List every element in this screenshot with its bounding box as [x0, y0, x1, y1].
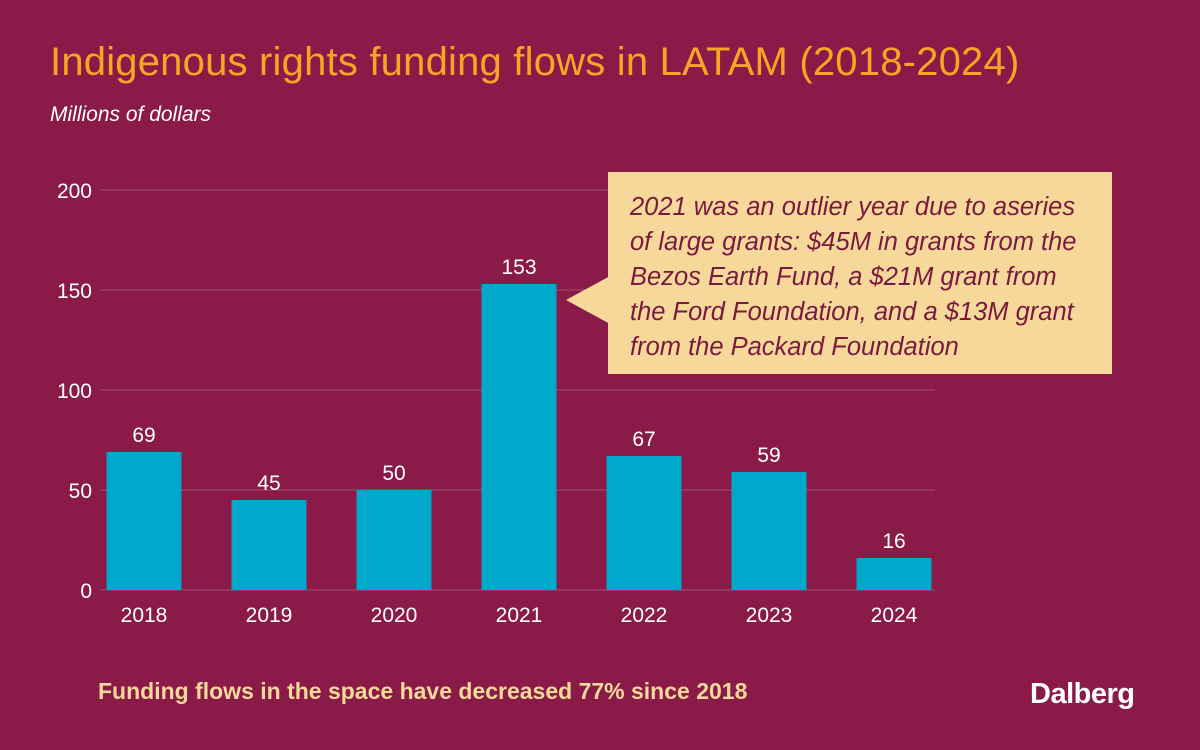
bar-2021	[481, 284, 557, 590]
x-tick-label-2018: 2018	[121, 604, 168, 627]
callout-pointer	[566, 276, 610, 324]
y-tick-label: 50	[69, 480, 92, 503]
data-label-2021: 153	[501, 256, 536, 279]
x-tick-label-2024: 2024	[871, 604, 918, 627]
data-label-2019: 45	[257, 472, 280, 495]
data-label-2018: 69	[132, 424, 155, 447]
bar-2022	[606, 456, 682, 590]
y-tick-label: 0	[80, 580, 92, 603]
data-label-2022: 67	[632, 428, 655, 451]
y-tick-label: 200	[57, 180, 92, 203]
chart-subtitle: Millions of dollars	[50, 103, 212, 126]
x-tick-label-2019: 2019	[246, 604, 293, 627]
x-tick-label-2022: 2022	[621, 604, 668, 627]
bar-2023	[731, 472, 807, 590]
annotation-callout: 2021 was an outlier year due to aseries …	[608, 172, 1112, 374]
bar-2019	[231, 500, 307, 590]
data-label-2024: 16	[882, 530, 905, 553]
data-label-2020: 50	[382, 462, 405, 485]
bars	[106, 284, 932, 590]
bar-chart: 0 50 100 150 200 69 45 50 153 67 59 16 2018 2019 202…	[57, 180, 935, 627]
x-tick-label-2021: 2021	[496, 604, 543, 627]
chart-title: Indigenous rights funding flows in LATAM…	[50, 40, 1020, 84]
y-tick-label: 150	[57, 280, 92, 303]
data-label-2023: 59	[757, 444, 780, 467]
x-tick-label-2020: 2020	[371, 604, 418, 627]
x-axis-ticks: 2018 2019 2020 2021 2022 2023 2024	[121, 604, 918, 627]
y-axis-ticks: 0 50 100 150 200	[57, 180, 92, 603]
dalberg-logo: Dalberg	[1030, 678, 1135, 710]
data-labels: 69 45 50 153 67 59 16	[132, 256, 905, 553]
y-tick-label: 100	[57, 380, 92, 403]
x-tick-label-2023: 2023	[746, 604, 793, 627]
footer-note: Funding flows in the space have decrease…	[98, 678, 748, 704]
bar-2020	[356, 490, 432, 590]
bar-2024	[856, 558, 932, 590]
bar-2018	[106, 452, 182, 590]
